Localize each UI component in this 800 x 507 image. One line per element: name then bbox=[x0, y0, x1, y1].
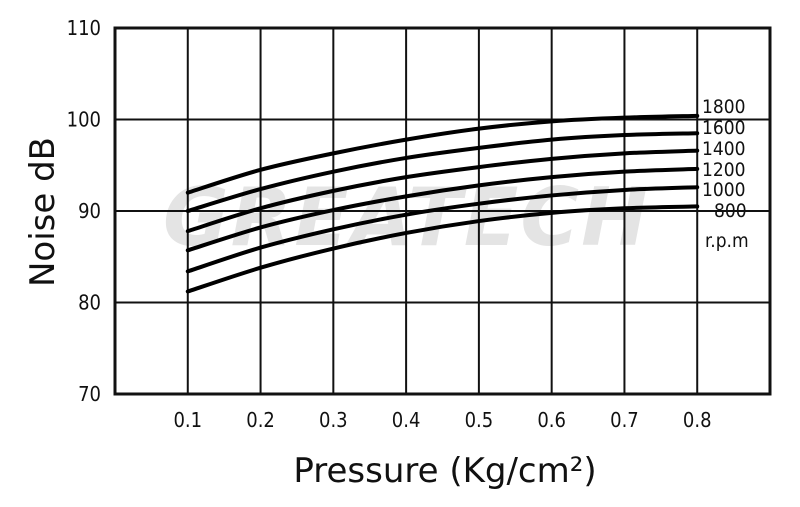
y-tick-label: 90 bbox=[78, 199, 101, 223]
y-tick-label: 100 bbox=[67, 108, 101, 132]
y-tick-label: 70 bbox=[78, 382, 101, 406]
x-tick-label: 0.2 bbox=[246, 408, 275, 432]
y-axis-label: Noise dB bbox=[23, 137, 63, 287]
x-tick-label: 0.8 bbox=[683, 408, 712, 432]
series-label-1800: 1800 bbox=[702, 96, 746, 118]
series-line-1000 bbox=[185, 185, 700, 274]
unit-label: r.p.m bbox=[705, 230, 749, 252]
y-tick-label: 110 bbox=[67, 16, 101, 40]
x-tick-labels: 0.1 0.2 0.3 0.4 0.5 0.6 0.7 0.8 bbox=[173, 408, 711, 432]
x-tick-label: 0.3 bbox=[319, 408, 348, 432]
x-tick-label: 0.5 bbox=[465, 408, 494, 432]
series-line-1400 bbox=[185, 148, 700, 234]
series-line-1600 bbox=[185, 131, 700, 213]
series-label-800: 800 bbox=[714, 200, 747, 222]
series-label-1000: 1000 bbox=[702, 179, 746, 201]
series-line-1800 bbox=[185, 113, 700, 195]
series-line-800 bbox=[185, 204, 700, 294]
x-axis-label: Pressure (Kg/cm²) bbox=[293, 451, 596, 491]
series-label-1400: 1400 bbox=[702, 138, 746, 160]
series-label-1200: 1200 bbox=[702, 159, 746, 181]
x-tick-label: 0.4 bbox=[392, 408, 421, 432]
x-tick-label: 0.1 bbox=[173, 408, 202, 432]
series-line-1200 bbox=[185, 166, 700, 253]
y-tick-labels: 70 80 90 100 110 bbox=[67, 16, 101, 406]
x-tick-label: 0.6 bbox=[537, 408, 566, 432]
y-tick-label: 80 bbox=[78, 291, 101, 315]
grid bbox=[115, 28, 770, 394]
x-tick-label: 0.7 bbox=[610, 408, 639, 432]
series-lines bbox=[185, 113, 700, 294]
series-label-1600: 1600 bbox=[702, 117, 746, 139]
plot-frame bbox=[113, 26, 772, 396]
